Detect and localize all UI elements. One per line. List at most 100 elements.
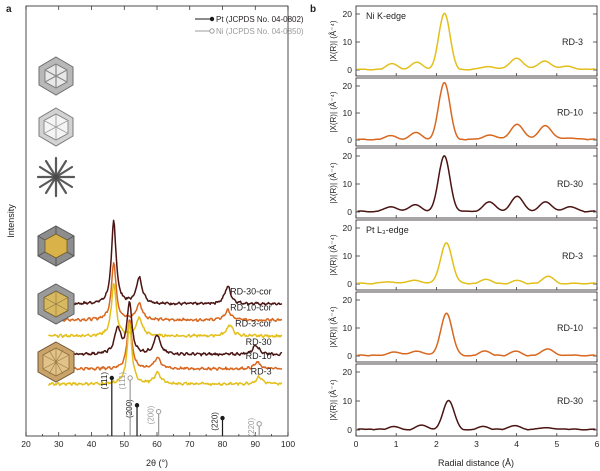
panel-b-label: b bbox=[310, 4, 316, 15]
xrd-x-tick-label: 40 bbox=[87, 439, 97, 449]
exafs-curve-pt-l-edge-rd-3 bbox=[357, 242, 596, 285]
exafs-x-tick-label: 4 bbox=[514, 439, 519, 449]
exafs-y-tick-label: 20 bbox=[343, 367, 353, 377]
xrd-x-tick-label: 70 bbox=[185, 439, 195, 449]
exafs-series-label: RD-3 bbox=[562, 251, 583, 261]
exafs-subplot-pt-l-edge-rd-10: 0 10 20 |X(R)| (Å⁻⁴) RD-10 bbox=[329, 291, 598, 363]
exafs-y-tick-label: 0 bbox=[347, 135, 352, 145]
xrd-curve-rd-10 bbox=[48, 319, 283, 371]
exafs-curve-pt-l-edge-rd-30 bbox=[357, 399, 596, 431]
exafs-series-label: RD-10 bbox=[557, 108, 583, 118]
exafs-y-tick-label: 20 bbox=[343, 223, 353, 233]
xrd-series-label-rd-10-cor: RD-10-cor bbox=[230, 302, 272, 312]
xrd-curves: RD-30-cor RD-10-cor RD-3-cor RD-30 RD-10 RD-3 bbox=[48, 219, 283, 386]
exafs-y-tick-label: 0 bbox=[347, 207, 352, 217]
exafs-subplot-ni-k-edge-rd-30: 0 10 20 |X(R)| (Å⁻⁴) RD-30 bbox=[329, 147, 598, 219]
rhombic-dodecahedron-solid-icon bbox=[37, 341, 75, 383]
exafs-subplot-ni-k-edge-rd-10: 0 10 20 |X(R)| (Å⁻⁴) RD-10 bbox=[329, 77, 598, 147]
xrd-curve-rd-30-cor bbox=[48, 219, 283, 306]
exafs-y-axis-label: |X(R)| (Å⁻⁴) bbox=[329, 91, 338, 132]
ref-marker-pt bbox=[220, 415, 225, 421]
exafs-subplot-pt-l-edge-rd-30: 0 10 20 |X(R)| (Å⁻⁴) RD-30 0 1 2 3 4 5 6 bbox=[329, 363, 600, 449]
xrd-x-axis-label: 2θ (°) bbox=[146, 458, 168, 468]
exafs-y-tick-label: 10 bbox=[343, 251, 353, 261]
xrd-x-tick-label: 20 bbox=[21, 439, 31, 449]
xrd-curve-rd-10-cor bbox=[48, 262, 283, 323]
xrd-legend: Pt (JCPDS No. 04-0802) Ni (JCPDS No. 04-… bbox=[195, 15, 304, 36]
exafs-x-tick-label: 1 bbox=[394, 439, 399, 449]
legend-pt-label: Pt (JCPDS No. 04-0802) bbox=[216, 15, 304, 24]
exafs-y-tick-label: 0 bbox=[347, 279, 352, 289]
ref-marker-ni bbox=[256, 421, 262, 427]
legend-ni-marker bbox=[209, 28, 215, 34]
exafs-y-axis-label: |X(R)| (Å⁻⁴) bbox=[329, 379, 338, 420]
xrd-curve-rd-3 bbox=[48, 321, 283, 386]
ref-hkl-label: (111) bbox=[100, 372, 109, 390]
exafs-x-tick-label: 0 bbox=[354, 439, 359, 449]
ref-hkl-label: (200) bbox=[147, 405, 156, 424]
ref-hkl-label: (220) bbox=[211, 412, 220, 431]
ref-marker-ni bbox=[127, 375, 133, 381]
exafs-x-tick-label: 3 bbox=[474, 439, 479, 449]
xrd-panel: 20 30 40 50 60 70 80 90 100 RD-30-corRD-10-corRD… bbox=[6, 5, 304, 468]
exafs-edge-label: Pt L₃-edge bbox=[366, 225, 409, 235]
ref-marker-pt bbox=[109, 375, 115, 381]
xrd-x-tick-label: 60 bbox=[152, 439, 162, 449]
ref-hkl-label: (111) bbox=[118, 372, 127, 390]
xrd-reference-lines: (111) (200) (220) (111) (200) (220) bbox=[100, 372, 262, 437]
exafs-x-tick-label: 6 bbox=[595, 439, 600, 449]
skeleton-frame-icon bbox=[36, 156, 76, 198]
legend-ni-label: Ni (JCPDS No. 04-0850) bbox=[216, 27, 304, 36]
exafs-series-label: RD-30 bbox=[557, 179, 583, 189]
ref-marker-ni bbox=[155, 408, 162, 415]
exafs-y-axis-label: |X(R)| (Å⁻⁴) bbox=[329, 162, 338, 203]
exafs-edge-label: Ni K-edge bbox=[366, 11, 406, 21]
xrd-series-label-rd-3-cor: RD-3-cor bbox=[235, 318, 272, 328]
exafs-series-label: RD-3 bbox=[562, 37, 583, 47]
rhombic-dodecahedron-frame-icon bbox=[38, 107, 74, 147]
exafs-y-tick-label: 10 bbox=[343, 396, 353, 406]
rhombic-dodecahedron-solid-icon bbox=[37, 225, 75, 267]
xrd-x-ticks: 20 30 40 50 60 70 80 90 100 bbox=[21, 6, 295, 449]
exafs-y-tick-label: 20 bbox=[343, 295, 353, 305]
xrd-y-axis-label: Intensity bbox=[6, 204, 16, 238]
xrd-series-label-rd-30-cor: RD-30-cor bbox=[230, 286, 272, 296]
exafs-x-axis-label: Radial distance (Å) bbox=[438, 458, 514, 468]
ref-hkl-label: (220) bbox=[247, 417, 256, 436]
exafs-y-tick-label: 10 bbox=[343, 108, 353, 118]
exafs-y-tick-label: 10 bbox=[343, 323, 353, 333]
xrd-x-tick-label: 90 bbox=[251, 439, 261, 449]
exafs-subplot-ni-k-edge-rd-3: 0 10 20 |X(R)| (Å⁻⁴) RD-3 Ni K-edge bbox=[329, 5, 598, 77]
rhombic-dodecahedron-solid-icon bbox=[37, 283, 75, 325]
xrd-curve-rd-3-cor bbox=[48, 282, 283, 339]
exafs-y-tick-label: 10 bbox=[343, 37, 353, 47]
exafs-curve-pt-l-edge-rd-10 bbox=[357, 312, 596, 357]
xrd-series-label-rd-3: RD-3 bbox=[251, 366, 272, 376]
panel-a-label: a bbox=[6, 4, 12, 15]
exafs-y-tick-label: 20 bbox=[343, 151, 353, 161]
exafs-y-tick-label: 0 bbox=[347, 351, 352, 361]
exafs-curve-ni-k-edge-rd-10 bbox=[357, 81, 596, 141]
xrd-x-tick-label: 80 bbox=[218, 439, 228, 449]
exafs-y-axis-label: |X(R)| (Å⁻⁴) bbox=[329, 234, 338, 275]
nanoframe-icons bbox=[36, 56, 76, 383]
exafs-y-tick-label: 0 bbox=[347, 65, 352, 75]
xrd-x-tick-label: 30 bbox=[54, 439, 64, 449]
exafs-y-tick-label: 10 bbox=[343, 179, 353, 189]
exafs-x-tick-label: 5 bbox=[554, 439, 559, 449]
rhombic-dodecahedron-frame-icon bbox=[38, 56, 74, 96]
ref-hkl-label: (200) bbox=[125, 399, 134, 418]
exafs-y-tick-label: 0 bbox=[347, 425, 352, 435]
xrd-curve-rd-30 bbox=[48, 301, 283, 357]
exafs-y-axis-label: |X(R)| (Å⁻⁴) bbox=[329, 20, 338, 61]
legend-pt-marker bbox=[209, 16, 215, 22]
exafs-series-label: RD-30 bbox=[557, 396, 583, 406]
xrd-series-label-rd-10: RD-10 bbox=[246, 351, 272, 361]
exafs-subplot-pt-l-edge-rd-3: 0 10 20 |X(R)| (Å⁻⁴) RD-3 Pt L₃-edge bbox=[329, 219, 598, 291]
exafs-y-tick-label: 20 bbox=[343, 81, 353, 91]
xrd-x-tick-label: 50 bbox=[120, 439, 130, 449]
ref-marker-pt bbox=[134, 403, 140, 408]
